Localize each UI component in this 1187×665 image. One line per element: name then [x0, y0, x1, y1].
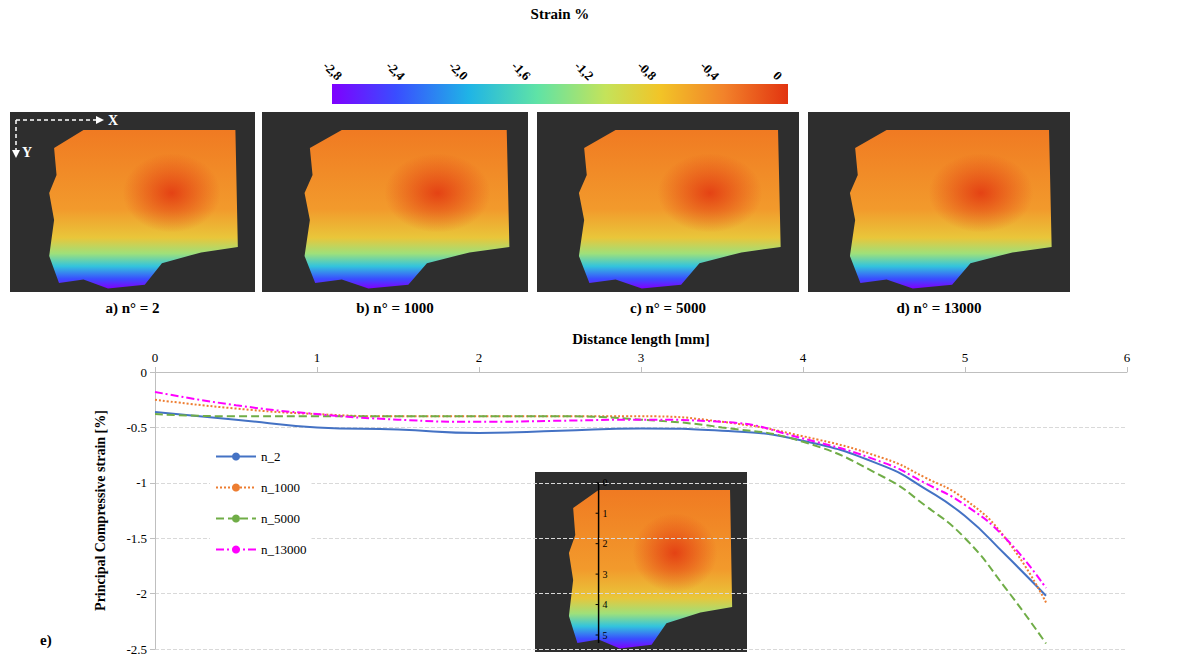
svg-text:Principal Compressive strain [: Principal Compressive strain [%] [93, 410, 108, 611]
svg-text:1: 1 [314, 350, 321, 365]
svg-text:-1,6: -1,6 [509, 58, 534, 83]
svg-text:6: 6 [1124, 350, 1131, 365]
svg-text:3: 3 [603, 569, 608, 580]
svg-text:2: 2 [476, 350, 483, 365]
svg-text:n_13000: n_13000 [261, 542, 307, 557]
svg-text:-0,4: -0,4 [697, 58, 722, 83]
svg-text:n_1000: n_1000 [261, 480, 300, 495]
svg-text:-2,4: -2,4 [383, 58, 408, 83]
svg-text:d) n° = 13000: d) n° = 13000 [897, 300, 982, 317]
svg-text:-1: -1 [136, 475, 147, 490]
svg-text:-2,0: -2,0 [446, 58, 471, 83]
svg-text:-2.5: -2.5 [126, 642, 147, 657]
svg-text:4: 4 [603, 599, 608, 610]
svg-text:-2,8: -2,8 [320, 58, 345, 83]
svg-text:e): e) [40, 632, 52, 649]
svg-text:4: 4 [800, 350, 807, 365]
svg-text:0: 0 [603, 477, 608, 488]
svg-text:Distance length [mm]: Distance length [mm] [572, 331, 709, 347]
svg-text:-0.5: -0.5 [126, 420, 147, 435]
svg-text:X: X [108, 113, 118, 128]
svg-text:-1.5: -1.5 [126, 531, 147, 546]
svg-text:0: 0 [141, 365, 148, 380]
svg-text:1: 1 [603, 508, 608, 519]
svg-text:-1,2: -1,2 [572, 58, 597, 83]
svg-text:0: 0 [152, 350, 159, 365]
svg-text:c) n° = 5000: c) n° = 5000 [630, 300, 706, 317]
svg-text:b) n° = 1000: b) n° = 1000 [356, 300, 433, 317]
svg-text:0: 0 [770, 68, 785, 83]
svg-text:3: 3 [638, 350, 645, 365]
svg-text:5: 5 [962, 350, 969, 365]
svg-text:n_5000: n_5000 [261, 511, 300, 526]
svg-text:-2: -2 [136, 586, 147, 601]
svg-text:Strain %: Strain % [531, 6, 590, 22]
svg-text:Y: Y [22, 145, 32, 160]
svg-text:5: 5 [603, 630, 608, 641]
svg-text:-0,8: -0,8 [634, 58, 659, 83]
svg-text:2: 2 [603, 538, 608, 549]
svg-text:a) n° = 2: a) n° = 2 [105, 300, 159, 317]
svg-text:n_2: n_2 [261, 449, 281, 464]
